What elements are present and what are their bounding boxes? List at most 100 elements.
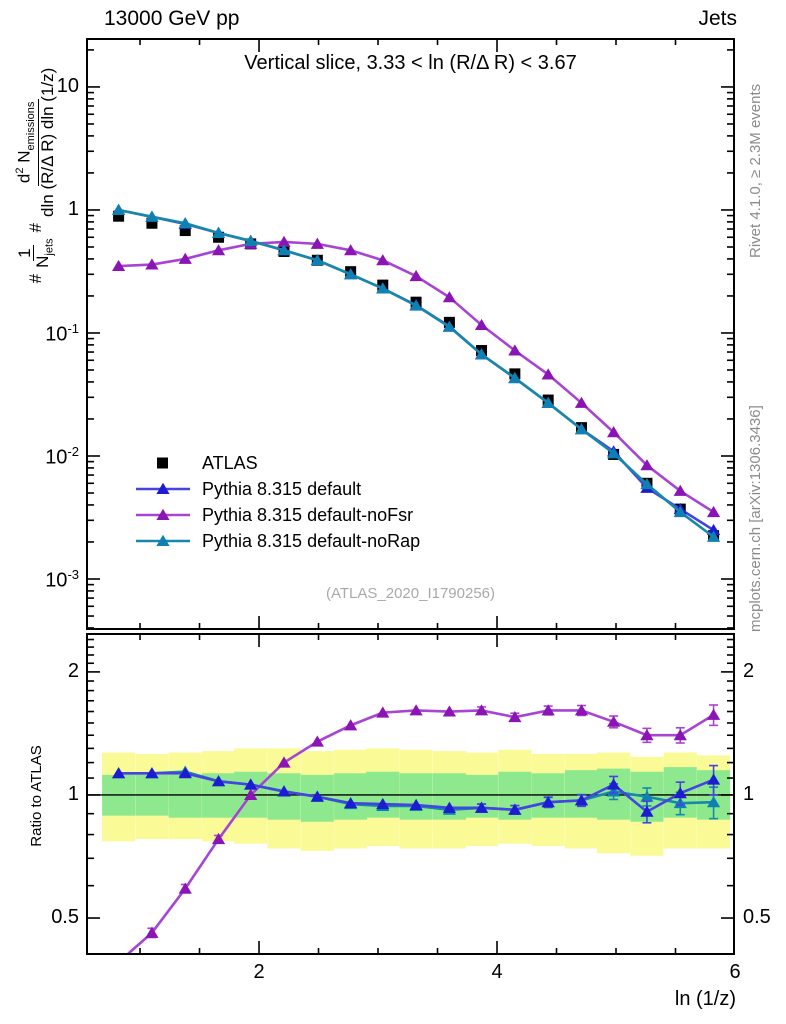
data-point-triangle bbox=[344, 268, 358, 280]
legend-line-triangle-marker-icon bbox=[136, 508, 190, 520]
data-point-triangle bbox=[673, 505, 687, 518]
data-point-triangle bbox=[541, 396, 555, 408]
data-point-triangle bbox=[640, 805, 654, 817]
data-point-triangle bbox=[474, 704, 489, 716]
series-pythia-8-315-default-nofsr-ratio bbox=[124, 704, 721, 955]
data-point-triangle bbox=[376, 797, 390, 810]
data-point-triangle bbox=[409, 704, 423, 716]
beam-energy-label: 13000 GeV pp bbox=[104, 7, 240, 30]
ratio-y-tick-label-left: 0.5 bbox=[51, 906, 79, 929]
legend-line-triangle-marker-icon bbox=[136, 482, 190, 494]
data-point-triangle bbox=[508, 803, 522, 815]
data-point-triangle bbox=[178, 767, 192, 779]
data-point-triangle bbox=[277, 244, 291, 256]
data-point-triangle bbox=[409, 798, 423, 811]
data-point-triangle bbox=[112, 259, 126, 272]
data-point-triangle bbox=[640, 459, 654, 471]
data-point-triangle bbox=[541, 704, 555, 716]
ratio-y-tick-label-right: 0.5 bbox=[743, 906, 771, 929]
data-point-triangle bbox=[344, 719, 358, 731]
generator-version-note: Rivet 4.1.0, ≥ 2.3M events bbox=[747, 83, 764, 258]
main-y-axis-title: # 1 Njets # d2 Nemissions dln (R/Δ R) dl… bbox=[4, 28, 68, 320]
data-point-triangle bbox=[145, 258, 159, 270]
data-point-triangle bbox=[673, 484, 687, 496]
ratio-y-axis-title: Ratio to ATLAS bbox=[28, 745, 45, 847]
main-y-tick-label: 10 bbox=[56, 74, 79, 97]
main-y-tick-label: 10-2 bbox=[45, 443, 79, 469]
mcplots-reference-note: mcplots.cern.ch [arXiv:1306.3436] bbox=[747, 405, 764, 632]
x-tick-label: 2 bbox=[253, 961, 265, 983]
main-y-tick-label: 10-1 bbox=[45, 320, 79, 346]
data-point-triangle bbox=[574, 396, 589, 408]
data-point-triangle bbox=[442, 705, 457, 717]
data-point-triangle bbox=[706, 708, 721, 720]
ylabel-frac-d2n: d2 Nemissions dln (R/Δ R) dln (1/z) bbox=[14, 67, 57, 217]
uncertainty-band-inner bbox=[168, 774, 202, 818]
legend-item-label: Pythia 8.315 default-noFsr bbox=[202, 504, 414, 525]
legend-item-label: Pythia 8.315 default bbox=[202, 478, 362, 499]
data-point-square bbox=[113, 210, 125, 222]
data-point-triangle bbox=[244, 788, 258, 800]
data-point-triangle bbox=[211, 226, 226, 238]
data-point-triangle bbox=[574, 423, 589, 435]
data-point-triangle bbox=[344, 796, 358, 809]
main-plot-panel bbox=[86, 38, 735, 630]
data-point-triangle bbox=[376, 282, 390, 294]
data-point-triangle bbox=[640, 729, 654, 741]
main-panel-frame bbox=[86, 38, 735, 630]
data-point-triangle bbox=[673, 729, 687, 741]
ylabel-frac-one-over-njets: 1 Njets bbox=[14, 238, 56, 268]
x-axis-title: ln (1/z) bbox=[674, 988, 736, 1010]
data-point-triangle bbox=[376, 706, 390, 718]
data-point-triangle bbox=[178, 217, 192, 229]
main-y-tick-label: 1 bbox=[67, 197, 79, 220]
data-point-triangle bbox=[474, 348, 489, 360]
data-point-triangle bbox=[442, 801, 457, 813]
data-point-triangle bbox=[409, 299, 423, 311]
data-point-triangle bbox=[344, 244, 358, 256]
plot-title: Vertical slice, 3.33 < ln (R/Δ R) < 3.67 bbox=[244, 52, 577, 74]
main-y-tick-label: 10-3 bbox=[45, 567, 79, 592]
data-point-triangle bbox=[673, 786, 687, 799]
series-pythia-8-315-default-norap bbox=[112, 203, 721, 542]
series-pythia-8-315-default-nofsr bbox=[112, 235, 721, 518]
x-tick-label: 6 bbox=[729, 961, 741, 983]
data-point-triangle bbox=[409, 269, 423, 282]
data-point-square bbox=[146, 217, 158, 229]
ratio-plot-panel bbox=[86, 633, 735, 955]
data-point-triangle bbox=[508, 344, 522, 356]
series-pythia-8-315-default-ratio bbox=[112, 764, 721, 824]
uncertainty-band-inner bbox=[399, 773, 433, 820]
data-point-triangle bbox=[244, 234, 258, 246]
data-point-triangle bbox=[640, 790, 654, 802]
ratio-y-tick-label-left: 2 bbox=[67, 659, 79, 682]
data-point-triangle bbox=[607, 426, 621, 438]
x-tick-label: 4 bbox=[491, 961, 503, 983]
ratio-y-tick-label-left: 1 bbox=[67, 782, 79, 805]
data-point-square bbox=[179, 225, 191, 237]
uncertainty-band-inner bbox=[267, 773, 301, 820]
data-point-triangle bbox=[310, 237, 324, 249]
data-point-triangle bbox=[541, 796, 555, 808]
data-point-triangle bbox=[607, 447, 621, 459]
data-point-triangle bbox=[211, 775, 226, 787]
data-point-triangle bbox=[474, 318, 489, 331]
data-point-triangle bbox=[211, 832, 226, 845]
ylabel-hash-2: # bbox=[26, 222, 45, 233]
data-point-triangle bbox=[474, 801, 489, 813]
data-point-triangle bbox=[145, 767, 159, 779]
legend-item-atlas: ATLAS bbox=[134, 450, 420, 476]
data-point-triangle bbox=[706, 523, 721, 536]
data-point-triangle bbox=[178, 252, 192, 264]
data-point-triangle bbox=[640, 477, 654, 490]
data-point-triangle bbox=[310, 254, 324, 266]
data-point-triangle bbox=[574, 704, 589, 716]
data-point-triangle bbox=[310, 790, 324, 802]
data-point-triangle bbox=[145, 926, 159, 938]
legend-item-pythia-8-315-default-nofsr: Pythia 8.315 default-noFsr bbox=[134, 502, 420, 528]
data-point-triangle bbox=[277, 235, 291, 247]
data-point-triangle bbox=[607, 715, 621, 727]
ratio-y-tick-label-right: 2 bbox=[743, 659, 755, 682]
data-point-triangle bbox=[178, 882, 192, 894]
